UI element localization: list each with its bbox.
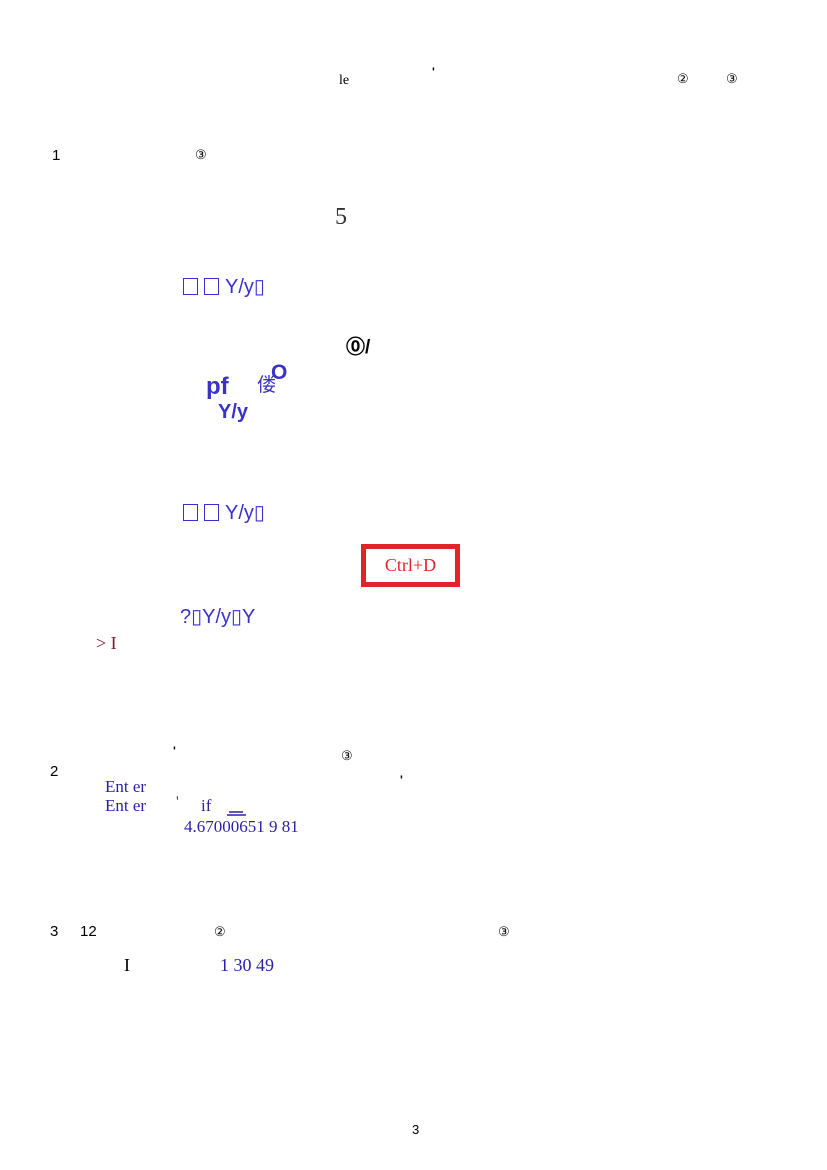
if-text: if <box>201 796 212 815</box>
header-tick: ' <box>432 65 435 79</box>
page-number: 3 <box>412 1122 420 1137</box>
section3-circled-2: ② <box>214 924 226 939</box>
section3-count: 12 <box>80 923 97 940</box>
header-circled-2: ② <box>677 71 689 86</box>
ctrl-d-stamp: Ctrl+D <box>361 544 460 587</box>
option-line-1-text: Y/y▯ <box>225 276 265 298</box>
checkbox-icon <box>204 278 219 295</box>
formula-kanji: 偻 <box>257 375 277 396</box>
option-line-2-text: Y/y▯ <box>225 502 265 524</box>
enter-line-2: Ent er <box>105 796 147 815</box>
section3-values: 1 30 49 <box>220 955 274 975</box>
section3-number: 3 <box>50 923 59 940</box>
section2-circled-3: ③ <box>341 748 353 763</box>
stamp-text: Ctrl+D <box>384 555 437 575</box>
section2-number: 2 <box>50 763 59 780</box>
section2-tick-mid: ' <box>176 794 179 810</box>
header-text: le <box>339 73 350 88</box>
formula-superscript: O <box>271 361 288 384</box>
checkbox-icon <box>204 504 219 521</box>
section2-tick-right: ' <box>400 773 403 787</box>
formula-yy: Y/y <box>218 401 249 423</box>
checkbox-icon <box>183 278 198 295</box>
symbol-mark: ⓪/ <box>346 337 371 358</box>
formula-pf: pf <box>206 373 229 400</box>
value-line: 4.67000651 9 81 <box>184 817 299 836</box>
big-digit: 5 <box>335 204 347 230</box>
option-line-3: ?▯Y/y▯Y <box>180 606 256 628</box>
header-circled-3: ③ <box>726 71 738 86</box>
option-line-2: Y/y▯ <box>183 503 265 523</box>
checkbox-icon <box>183 504 198 521</box>
section1-circled-3: ③ <box>195 147 207 162</box>
section1-number: 1 <box>52 147 61 164</box>
command-prompt: > I <box>96 633 117 653</box>
section2-tick-top: ' <box>173 744 176 758</box>
enter-line-1: Ent er <box>105 777 147 796</box>
section3-circled-3: ③ <box>498 924 510 939</box>
option-line-1: Y/y▯ <box>183 277 265 297</box>
overline-mark <box>227 811 246 816</box>
roman-numeral: I <box>124 955 130 975</box>
